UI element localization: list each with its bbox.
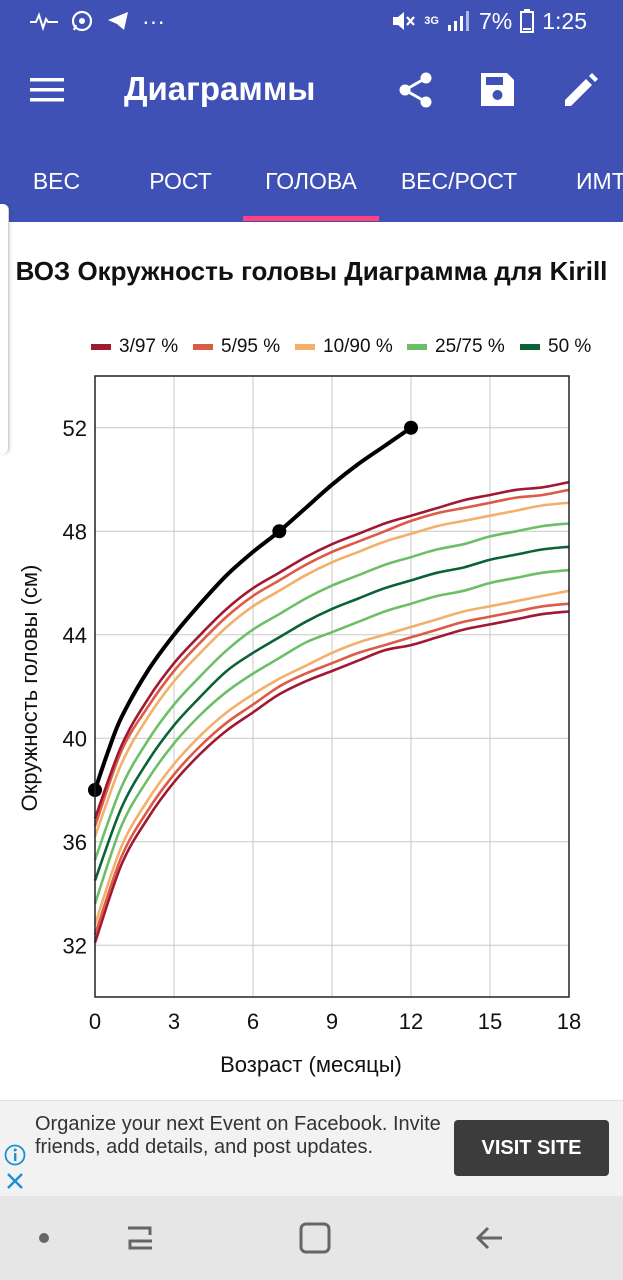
legend-item-5-95: 5/95 % bbox=[193, 334, 280, 360]
percentile-line-3 bbox=[93, 568, 570, 905]
status-right-icons: 3G 7% 1:25 bbox=[390, 8, 587, 34]
x-tick-label: 9 bbox=[326, 1009, 338, 1034]
legend-label: 3/97 % bbox=[119, 336, 179, 357]
tab-bar: ВЕС РОСТ ГОЛОВА ВЕС/РОСТ ИМТ bbox=[0, 142, 623, 222]
status-left-icons: ··· bbox=[30, 8, 165, 34]
grid bbox=[94, 376, 570, 997]
menu-icon[interactable] bbox=[30, 76, 66, 106]
back-icon[interactable] bbox=[468, 1216, 512, 1260]
edit-icon[interactable] bbox=[561, 70, 601, 110]
pulse-icon bbox=[30, 11, 58, 31]
app-bar: Диаграммы bbox=[0, 42, 623, 142]
ad-banner bbox=[0, 1100, 623, 1196]
child-measurement-point[interactable] bbox=[272, 524, 287, 539]
side-drawer-handle[interactable] bbox=[0, 204, 9, 454]
child-line bbox=[93, 425, 413, 792]
ad-info-icon[interactable] bbox=[4, 1144, 26, 1166]
legend-item-10-90: 10/90 % bbox=[295, 334, 393, 360]
save-icon[interactable] bbox=[478, 70, 518, 110]
more-icon: ··· bbox=[142, 7, 165, 34]
legend-item-50: 50 % bbox=[520, 334, 591, 360]
x-tick-label: 6 bbox=[247, 1009, 259, 1034]
child-series bbox=[88, 420, 418, 797]
page-title: Диаграммы bbox=[124, 70, 316, 107]
signal-icon bbox=[447, 10, 471, 32]
tab-indicator bbox=[243, 216, 379, 221]
percentile-line-2 bbox=[93, 589, 570, 926]
home-icon[interactable] bbox=[293, 1216, 337, 1260]
percentile-line-4 bbox=[93, 545, 570, 882]
legend-swatch bbox=[295, 344, 315, 350]
legend-swatch bbox=[91, 344, 111, 350]
percentile-line-6 bbox=[93, 501, 570, 838]
percentile-line-0 bbox=[93, 610, 570, 944]
whatsapp-icon bbox=[70, 9, 94, 33]
share-icon[interactable] bbox=[396, 70, 436, 110]
plot-frame bbox=[94, 375, 570, 998]
x-tick-label: 12 bbox=[399, 1009, 423, 1034]
legend-swatch bbox=[520, 344, 540, 350]
tab-height[interactable]: РОСТ bbox=[149, 168, 212, 194]
y-tick-label: 52 bbox=[63, 416, 87, 441]
network-icon: 3G bbox=[424, 14, 439, 27]
recent-apps-icon[interactable] bbox=[118, 1216, 162, 1260]
y-tick-label: 48 bbox=[63, 519, 87, 544]
telegram-icon bbox=[106, 10, 130, 32]
legend-swatch bbox=[193, 344, 213, 350]
battery-icon bbox=[520, 9, 535, 33]
navigation-bar bbox=[0, 1196, 623, 1280]
percentile-series bbox=[93, 480, 570, 944]
battery-level: 7% bbox=[478, 7, 513, 34]
ad-close-icon[interactable] bbox=[4, 1170, 26, 1192]
x-tick-label: 0 bbox=[89, 1009, 101, 1034]
y-tick-label: 36 bbox=[63, 830, 87, 855]
ad-text[interactable]: Organize your next Event on Facebook. In… bbox=[35, 1113, 441, 1158]
status-bar: ··· 3G 7% 1:25 bbox=[0, 0, 623, 42]
percentile-line-5 bbox=[93, 522, 570, 861]
percentile-line-7 bbox=[93, 488, 570, 827]
x-tick-label: 18 bbox=[557, 1009, 581, 1034]
y-axis-label: Окружность головы (см) bbox=[17, 565, 42, 812]
legend-swatch bbox=[407, 344, 427, 350]
child-measurement-point[interactable] bbox=[404, 420, 418, 435]
clock: 1:25 bbox=[542, 7, 587, 34]
tab-bmi[interactable]: ИМТ bbox=[576, 168, 623, 194]
tab-head[interactable]: ГОЛОВА bbox=[265, 168, 357, 194]
legend-label: 50 % bbox=[548, 336, 592, 357]
tab-weight-height[interactable]: ВЕС/РОСТ bbox=[400, 168, 518, 194]
y-tick-label: 32 bbox=[63, 933, 87, 958]
x-tick-label: 3 bbox=[168, 1009, 180, 1034]
legend-label: 25/75 % bbox=[435, 336, 505, 357]
percentile-line-8 bbox=[93, 480, 570, 819]
chart-legend: 3/97 % 5/95 % 10/90 % 25/75 % 50 % bbox=[0, 334, 623, 360]
nav-dot-icon[interactable] bbox=[22, 1216, 66, 1260]
x-axis-label: Возраст (месяцы) bbox=[220, 1052, 402, 1077]
chart-title: ВОЗ Окружность головы Диаграмма для Kiri… bbox=[15, 256, 608, 286]
y-tick-label: 40 bbox=[63, 726, 87, 751]
legend-item-3-97: 3/97 % bbox=[91, 334, 178, 360]
legend-label: 5/95 % bbox=[221, 336, 281, 357]
x-tick-label: 15 bbox=[478, 1009, 502, 1034]
percentile-line-1 bbox=[93, 602, 570, 936]
tab-weight[interactable]: ВЕС bbox=[32, 168, 81, 194]
mute-icon bbox=[390, 10, 416, 32]
legend-item-25-75: 25/75 % bbox=[407, 334, 505, 360]
visit-site-button[interactable]: VISIT SITE bbox=[454, 1120, 609, 1176]
y-tick-label: 44 bbox=[63, 623, 87, 648]
legend-label: 10/90 % bbox=[323, 336, 393, 357]
